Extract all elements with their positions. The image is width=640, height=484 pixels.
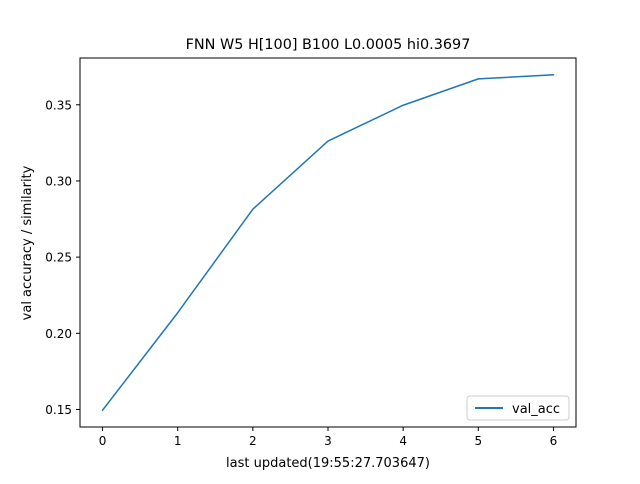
y-tick-label: 0.30 (45, 174, 72, 188)
x-tick-label: 1 (174, 434, 182, 448)
x-axis-label: last updated(19:55:27.703647) (226, 456, 430, 471)
x-tick-label: 6 (550, 434, 558, 448)
x-tick-label: 3 (324, 434, 332, 448)
y-tick-label: 0.15 (45, 403, 72, 417)
y-tick-label: 0.20 (45, 327, 72, 341)
y-tick-label: 0.35 (45, 98, 72, 112)
y-tick-label: 0.25 (45, 251, 72, 265)
x-tick-label: 2 (249, 434, 257, 448)
legend-label: val_acc (512, 402, 560, 417)
legend: val_acc (467, 396, 569, 420)
x-tick-label: 5 (474, 434, 482, 448)
chart-title: FNN W5 H[100] B100 L0.0005 hi0.3697 (186, 37, 471, 53)
x-tick-label: 0 (99, 434, 107, 448)
x-tick-label: 4 (399, 434, 407, 448)
y-axis-label: val accuracy / similarity (20, 165, 35, 320)
